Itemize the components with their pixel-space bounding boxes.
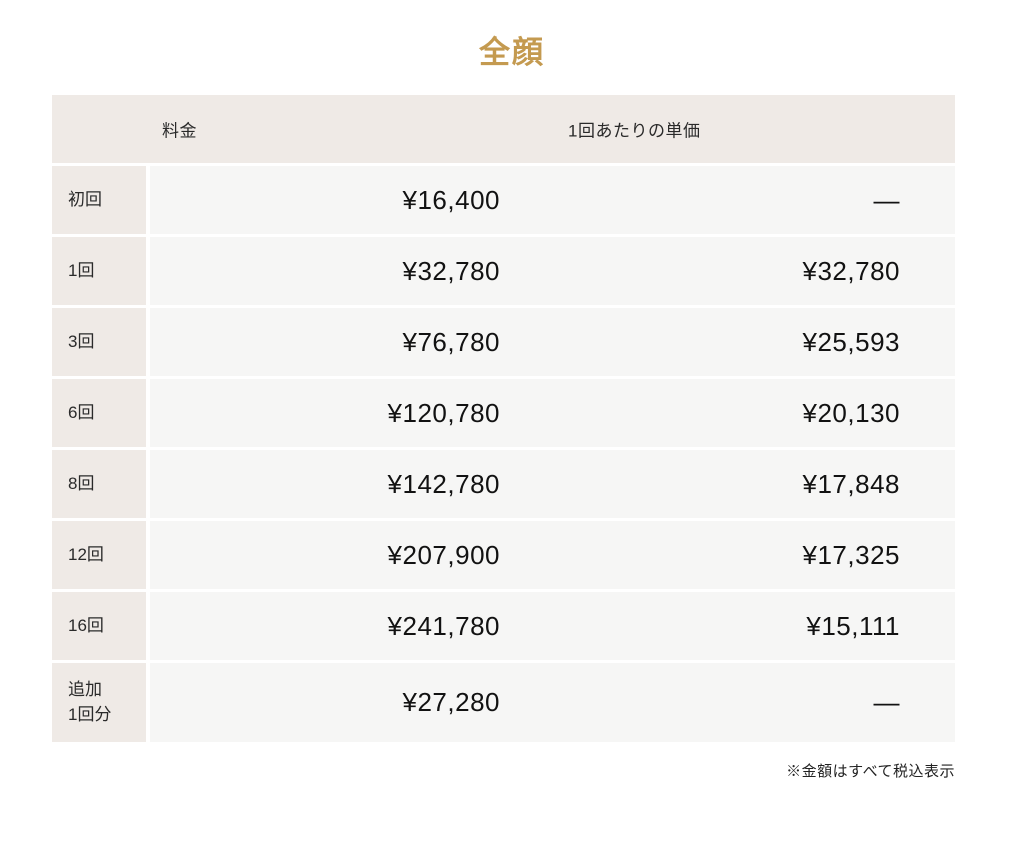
unit-price-value: ¥17,848 [802,468,900,499]
table-row: 8回 ¥142,780 ¥17,848 [52,450,955,518]
price-value: ¥207,900 [387,539,500,570]
table-row: 追加 1回分 ¥27,280 — [52,663,955,742]
table-row: 16回 ¥241,780 ¥15,111 [52,592,955,660]
unit-price-value: ¥25,593 [802,326,900,357]
row-label: 8回 [52,450,146,518]
row-label: 追加 1回分 [52,663,146,742]
unit-price-value: ¥17,325 [802,539,900,570]
price-value: ¥16,400 [402,184,500,215]
row-content: ¥120,780 ¥20,130 [150,379,955,447]
price-value: ¥27,280 [402,687,500,717]
row-content: ¥32,780 ¥32,780 [150,237,955,305]
row-content: ¥207,900 ¥17,325 [150,521,955,589]
row-label: 初回 [52,166,146,234]
price-value: ¥142,780 [387,468,500,499]
unit-price-value: — [873,184,900,215]
row-label: 12回 [52,521,146,589]
unit-price-value: ¥32,780 [802,255,900,286]
pricing-table: 料金 1回あたりの単価 初回 ¥16,400 — 1回 ¥32,780 ¥32,… [52,95,955,742]
table-row: 3回 ¥76,780 ¥25,593 [52,308,955,376]
unit-price-value: ¥20,130 [802,397,900,428]
row-content: ¥16,400 — [150,166,955,234]
tax-note: ※金額はすべて税込表示 [786,764,955,780]
row-content: ¥142,780 ¥17,848 [150,450,955,518]
table-header-row: 料金 1回あたりの単価 [52,95,955,163]
row-label: 16回 [52,592,146,660]
row-label: 1回 [52,237,146,305]
table-row: 12回 ¥207,900 ¥17,325 [52,521,955,589]
unit-price-value: ¥15,111 [806,610,900,641]
table-row: 6回 ¥120,780 ¥20,130 [52,379,955,447]
column-header-price: 料金 [162,121,197,141]
price-value: ¥32,780 [402,255,500,286]
page-title: 全顔 [479,35,545,70]
row-label: 6回 [52,379,146,447]
row-content: ¥76,780 ¥25,593 [150,308,955,376]
column-header-unit-price: 1回あたりの単価 [568,121,701,141]
row-label: 3回 [52,308,146,376]
unit-price-value: — [873,687,900,717]
price-value: ¥120,780 [387,397,500,428]
row-content: ¥241,780 ¥15,111 [150,592,955,660]
price-value: ¥241,780 [387,610,500,641]
row-content: ¥27,280 — [150,663,955,742]
price-value: ¥76,780 [402,326,500,357]
table-row: 初回 ¥16,400 — [52,166,955,234]
table-row: 1回 ¥32,780 ¥32,780 [52,237,955,305]
